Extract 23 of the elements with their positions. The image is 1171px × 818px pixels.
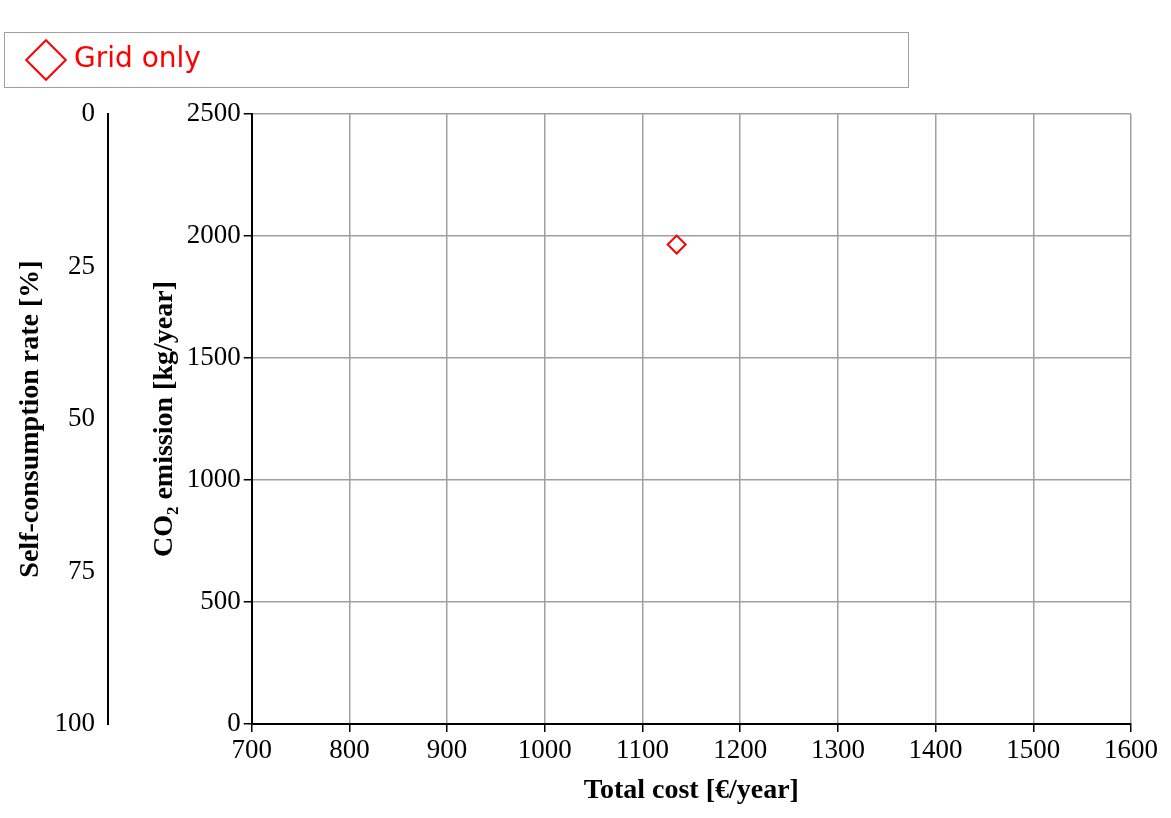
y2-tick-label: 25 [68, 249, 96, 280]
x-tick-label: 1300 [810, 734, 865, 765]
y-tick-label: 1500 [186, 341, 241, 372]
y2-axis-title: Self-consumption rate [%] [13, 260, 45, 578]
x-tick-label: 1500 [1006, 734, 1061, 765]
x-tick-label: 1100 [616, 734, 669, 765]
x-tick-label: 900 [426, 734, 468, 765]
x-axis-title: Total cost [€/year] [583, 773, 799, 805]
y-tick-label: 2500 [186, 97, 241, 128]
y-tick-label: 2000 [186, 219, 241, 250]
y-axis-title: CO₂ emission [kg/year] [147, 281, 179, 557]
y2-tick-label: 75 [68, 554, 96, 585]
y-tick-label: 1000 [186, 463, 241, 494]
y2-tick-label: 100 [54, 707, 96, 738]
y2-tick-label: 0 [81, 97, 96, 128]
y-tick-label: 500 [200, 585, 241, 616]
x-tick-label: 1200 [713, 734, 768, 765]
y2-tick-label: 50 [68, 402, 96, 433]
legend-label: Grid only [74, 41, 201, 75]
x-tick-label: 1600 [1104, 734, 1158, 765]
x-tick-label: 1400 [908, 734, 963, 765]
x-tick-label: 800 [329, 734, 370, 765]
x-tick-label: 1000 [517, 734, 572, 765]
